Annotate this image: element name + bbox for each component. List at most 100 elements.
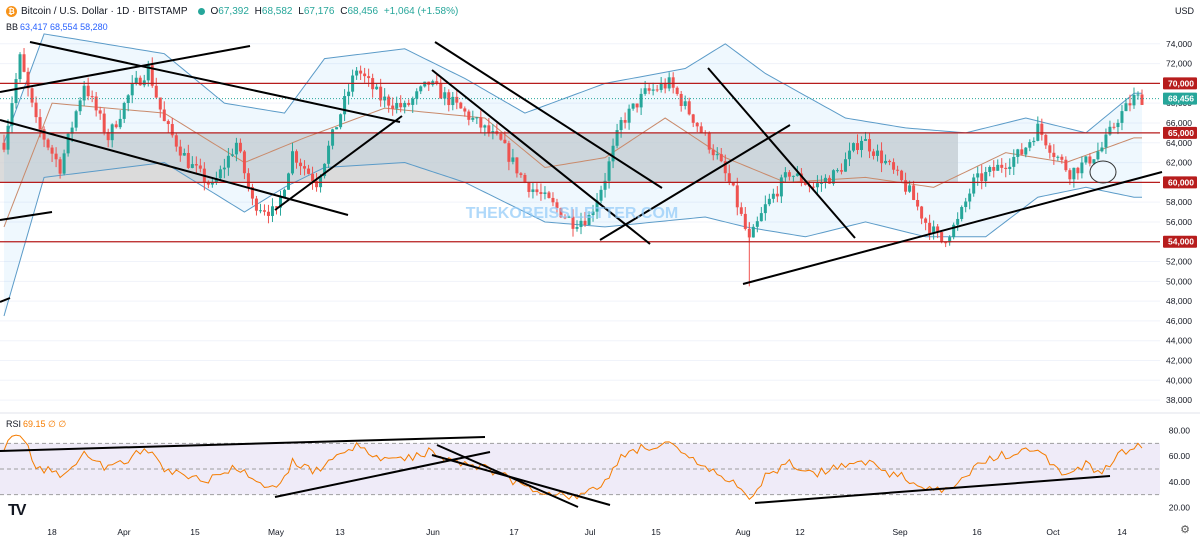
candle (1052, 152, 1056, 158)
market-status-icon (197, 7, 205, 15)
candle (170, 124, 174, 136)
candle (266, 211, 270, 216)
price-tick-label: 74,000 (1166, 39, 1192, 49)
candle (26, 71, 30, 89)
candle (226, 155, 230, 168)
candle (671, 77, 675, 88)
price-tick-label: 42,000 (1166, 356, 1192, 366)
candle (888, 160, 892, 163)
candle (58, 159, 62, 174)
candle (122, 102, 126, 119)
candle (1116, 122, 1120, 128)
candle (739, 207, 743, 214)
candle (363, 73, 367, 77)
candle (459, 102, 463, 109)
candle (880, 150, 884, 164)
candle (34, 102, 38, 118)
currency-label[interactable]: USD (1174, 6, 1194, 16)
candle (423, 81, 427, 87)
bb-values: 63,417 68,554 58,280 (20, 22, 108, 32)
candle (102, 113, 106, 133)
candle (114, 124, 118, 128)
trend-line (29, 41, 401, 123)
candle (944, 242, 948, 244)
candle (98, 110, 102, 114)
candle (803, 182, 807, 185)
symbol-header: ₿ Bitcoin / U.S. Dollar · 1D · BITSTAMP … (0, 0, 1160, 22)
candle (635, 103, 639, 108)
rsi-trend-line (431, 454, 611, 506)
candle (1048, 145, 1052, 153)
watermark: THEKOBEISSILETTER.COM (466, 205, 678, 222)
candle (896, 169, 900, 171)
rsi-legend[interactable]: RSI 69.15 ∅ ∅ (6, 419, 66, 430)
price-tick-label: 72,000 (1166, 59, 1192, 69)
candle (679, 93, 683, 106)
candle (451, 96, 455, 106)
candle (687, 101, 691, 115)
candle (831, 170, 835, 184)
candle (1120, 111, 1124, 123)
last-price-tag (1163, 92, 1197, 105)
candle (331, 129, 335, 146)
candle (519, 173, 523, 175)
candle (908, 185, 912, 192)
rsi-trend-line (0, 436, 486, 452)
candle (960, 207, 964, 219)
candle (727, 173, 731, 183)
candle (627, 108, 631, 123)
candle (1136, 94, 1140, 96)
candle (759, 213, 763, 222)
candle (234, 142, 238, 155)
bb-legend[interactable]: BB 63,417 68,554 58,280 (6, 22, 108, 32)
candle (158, 97, 162, 110)
candle (66, 133, 70, 154)
candle (439, 83, 443, 99)
candle (799, 173, 803, 183)
candle (823, 177, 827, 183)
candle (379, 86, 383, 101)
candle (6, 125, 10, 150)
candle (860, 140, 864, 150)
candle (399, 102, 403, 108)
candle (443, 92, 447, 99)
candle (303, 166, 307, 169)
candle (791, 175, 795, 177)
candle (651, 89, 655, 91)
candle (543, 192, 547, 194)
candle (146, 65, 150, 81)
candle (395, 102, 399, 109)
settings-gear-icon[interactable]: ⚙ (1180, 524, 1190, 536)
candle (876, 150, 880, 156)
candle (242, 151, 246, 174)
candle (14, 79, 18, 104)
candle (715, 154, 719, 156)
candle (238, 142, 242, 152)
candle (1004, 167, 1008, 170)
candle (952, 224, 956, 238)
candle (587, 215, 591, 226)
candle (10, 103, 14, 126)
candle (391, 105, 395, 109)
candle (118, 118, 122, 128)
candle (198, 165, 202, 169)
candle (551, 197, 555, 203)
candle (327, 145, 331, 164)
candle (1032, 140, 1036, 143)
candle (904, 180, 908, 192)
candle (311, 173, 315, 182)
candle (827, 177, 831, 184)
rsi-band (0, 443, 1160, 495)
candle (607, 161, 611, 181)
candle (535, 189, 539, 193)
candle (182, 152, 186, 156)
candle (403, 102, 407, 108)
candle (964, 201, 968, 208)
candle (956, 218, 960, 225)
symbol-title[interactable]: Bitcoin / U.S. Dollar · 1D · BITSTAMP (21, 5, 188, 17)
candle (864, 139, 868, 141)
candle (54, 153, 58, 160)
price-tick-label: 46,000 (1166, 316, 1192, 326)
candle (90, 96, 94, 98)
candle (435, 81, 439, 84)
